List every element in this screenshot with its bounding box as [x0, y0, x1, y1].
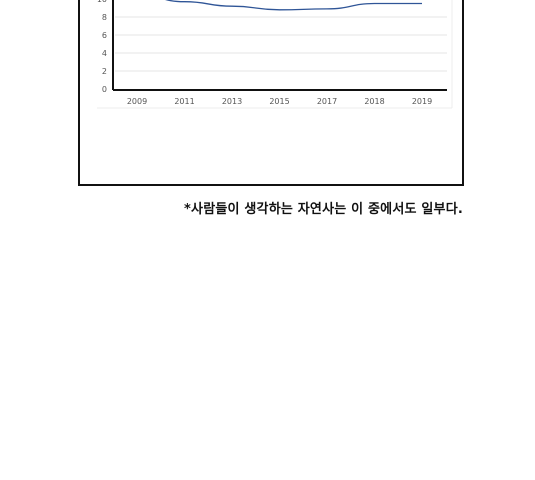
series-line-0	[164, 0, 422, 11]
y-tick-label-2: 2	[102, 67, 107, 76]
gridlines	[115, 16, 447, 72]
y-axis-ticks: 0 2 4 6 8 10	[97, 0, 107, 94]
x-tick-label-2019: 2019	[412, 97, 432, 106]
x-tick-label-2011: 2011	[174, 97, 194, 106]
x-tick-label-2013: 2013	[222, 97, 242, 106]
y-tick-label-4: 4	[102, 49, 107, 58]
y-tick-label-10: 10	[97, 0, 107, 4]
x-tick-label-2018: 2018	[364, 97, 384, 106]
chart-frame	[78, 0, 464, 186]
x-axis-ticks: 2009 2011 2013 2015 2017 2018 2019	[127, 97, 432, 106]
x-tick-label-2009: 2009	[127, 97, 147, 106]
y-tick-label-0: 0	[102, 85, 107, 94]
y-tick-label-6: 6	[102, 31, 107, 40]
axes	[97, 0, 453, 109]
series	[164, 0, 422, 11]
x-tick-label-2017: 2017	[317, 97, 337, 106]
x-tick-label-2015: 2015	[269, 97, 289, 106]
caption-text: *사람들이 생각하는 자연사는 이 중에서도 일부다.	[184, 202, 463, 217]
y-tick-label-8: 8	[102, 13, 107, 22]
